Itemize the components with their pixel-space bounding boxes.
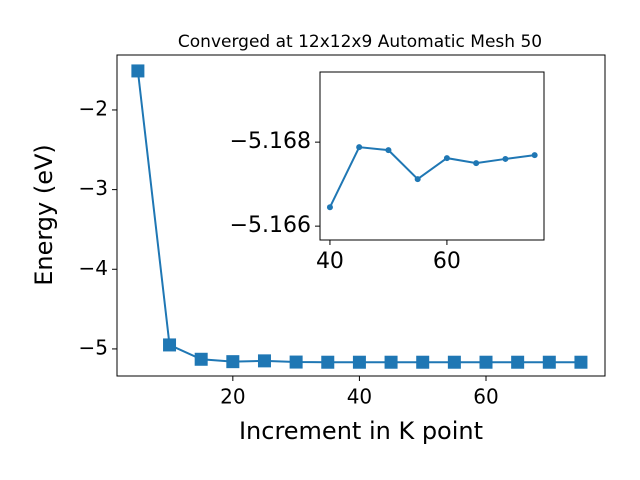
series-line <box>329 146 535 208</box>
y-tick-label: −5.168 <box>230 129 311 154</box>
marker <box>356 144 363 151</box>
y-tick-label: −4 <box>79 256 108 280</box>
x-tick-label: 40 <box>316 249 344 274</box>
y-tick-label: −2 <box>79 96 108 120</box>
marker <box>511 355 525 369</box>
marker <box>131 64 145 78</box>
marker <box>352 355 366 369</box>
y-tick-label: −5 <box>79 335 108 359</box>
y-axis-label: Energy (eV) <box>30 144 58 286</box>
x-tick-label: 20 <box>220 385 245 409</box>
marker <box>289 355 303 369</box>
x-axis-label: Increment in K point <box>239 417 483 445</box>
marker <box>447 355 461 369</box>
marker <box>502 155 509 162</box>
marker <box>321 355 335 369</box>
marker <box>542 355 556 369</box>
chart-title: Converged at 12x12x9 Automatic Mesh 50 <box>178 32 542 52</box>
marker <box>473 160 480 167</box>
x-tick-label: 40 <box>347 385 372 409</box>
marker <box>226 355 240 369</box>
marker <box>443 155 450 162</box>
y-tick-label: −5.166 <box>230 213 311 238</box>
marker <box>326 204 333 211</box>
x-tick-label: 60 <box>433 249 461 274</box>
marker <box>531 152 538 159</box>
plot-area <box>319 71 545 241</box>
y-tick-label: −3 <box>79 176 108 200</box>
marker <box>479 355 493 369</box>
x-tick-label: 60 <box>473 385 498 409</box>
marker <box>194 352 208 366</box>
marker <box>257 354 271 368</box>
marker <box>414 176 421 183</box>
marker <box>385 147 392 154</box>
marker <box>384 355 398 369</box>
marker <box>163 338 177 352</box>
marker <box>416 355 430 369</box>
marker <box>574 355 588 369</box>
